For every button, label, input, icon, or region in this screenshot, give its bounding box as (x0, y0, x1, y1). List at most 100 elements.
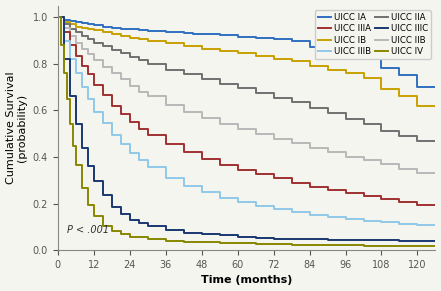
UICC IV (397, 244, 402, 248)
UICC IIA (217, 82, 222, 85)
UICC IIIA (127, 120, 132, 124)
UICC IIB (235, 127, 240, 131)
UICC IIIB (145, 166, 150, 169)
UICC IIIA (415, 203, 420, 207)
UICC IA (118, 27, 123, 31)
UICC IIA (91, 41, 97, 45)
UICC IA (415, 85, 420, 89)
UICC IB (61, 20, 67, 24)
UICC IIA (145, 62, 150, 65)
UICC IIB (397, 167, 402, 170)
UICC IIIB (379, 221, 384, 224)
UICC IA (136, 28, 142, 32)
UICC IIB (73, 41, 78, 45)
UICC IIB (307, 146, 312, 149)
UICC IB (289, 60, 294, 63)
UICC IA (181, 31, 187, 35)
UICC IA (145, 29, 150, 33)
UICC IIIA (253, 173, 258, 176)
UICC IIIB (118, 142, 123, 146)
UICC IIIB (163, 176, 168, 180)
UICC IIIB (61, 39, 67, 42)
UICC IIIA (79, 64, 84, 68)
UICC IIIB (289, 210, 294, 214)
UICC IB (397, 95, 402, 98)
UICC IIIB (109, 133, 114, 136)
UICC IIA (325, 111, 330, 114)
UICC IIIB (325, 215, 330, 219)
UICC IA (397, 74, 402, 77)
UICC IIIA (67, 43, 72, 47)
UICC IIIC (307, 238, 312, 241)
UICC IIIC (217, 234, 222, 237)
UICC IIIA (379, 197, 384, 201)
UICC IIB (379, 162, 384, 166)
UICC IA (361, 53, 366, 56)
UICC IIIC (415, 239, 420, 243)
UICC IA (91, 24, 97, 27)
UICC IIB (433, 171, 438, 175)
UICC IA (127, 28, 132, 31)
UICC IIB (136, 90, 142, 93)
Line: UICC IIIA: UICC IIIA (58, 17, 435, 205)
UICC IIA (73, 31, 78, 34)
UICC IA (433, 85, 438, 89)
UICC IV (79, 187, 84, 190)
UICC IA (85, 22, 90, 26)
UICC IIB (118, 77, 123, 81)
UICC IIB (181, 110, 187, 113)
UICC IIIC (109, 205, 114, 209)
UICC IIIC (136, 222, 142, 225)
UICC IIIA (100, 93, 105, 97)
UICC IV (343, 244, 348, 247)
UICC IA (235, 35, 240, 38)
UICC IIIC (61, 57, 67, 61)
UICC IIIC (289, 237, 294, 241)
UICC IIA (67, 27, 72, 31)
UICC IIIC (118, 212, 123, 216)
UICC IIIB (433, 223, 438, 226)
UICC IIIA (343, 191, 348, 195)
UICC IIIB (181, 184, 187, 188)
UICC IIA (85, 38, 90, 41)
Line: UICC IIA: UICC IIA (58, 17, 435, 141)
UICC IIIB (415, 223, 420, 226)
UICC IIB (361, 159, 366, 162)
UICC IIIC (343, 238, 348, 242)
Line: UICC IV: UICC IV (58, 17, 435, 246)
UICC IV (73, 163, 78, 167)
UICC IV (271, 243, 276, 246)
UICC IB (199, 47, 204, 50)
UICC IB (145, 39, 150, 42)
UICC IIB (61, 26, 67, 29)
UICC IV (55, 15, 60, 19)
UICC IIIC (181, 231, 187, 235)
UICC IIIC (379, 239, 384, 242)
UICC IV (379, 244, 384, 247)
UICC IIA (271, 96, 276, 99)
UICC IIB (91, 58, 97, 62)
UICC IIIC (163, 229, 168, 232)
UICC IIIB (307, 213, 312, 217)
UICC IIIB (85, 97, 90, 100)
Line: UICC IA: UICC IA (58, 17, 435, 87)
UICC IIIA (271, 177, 276, 180)
UICC IB (253, 54, 258, 57)
UICC IIIB (73, 71, 78, 75)
UICC IA (79, 21, 84, 25)
UICC IV (100, 224, 105, 228)
UICC IIIC (325, 238, 330, 242)
UICC IIA (55, 15, 60, 19)
UICC IB (55, 15, 60, 19)
UICC IIIB (235, 201, 240, 204)
UICC IIIB (67, 57, 72, 61)
Text: P < .001: P < .001 (67, 225, 109, 235)
UICC IIIA (73, 54, 78, 57)
UICC IIIC (235, 235, 240, 238)
UICC IIIC (397, 239, 402, 242)
UICC IV (325, 243, 330, 247)
UICC IIB (127, 84, 132, 88)
UICC IIIA (181, 150, 187, 154)
UICC IIB (85, 53, 90, 56)
UICC IB (181, 45, 187, 48)
